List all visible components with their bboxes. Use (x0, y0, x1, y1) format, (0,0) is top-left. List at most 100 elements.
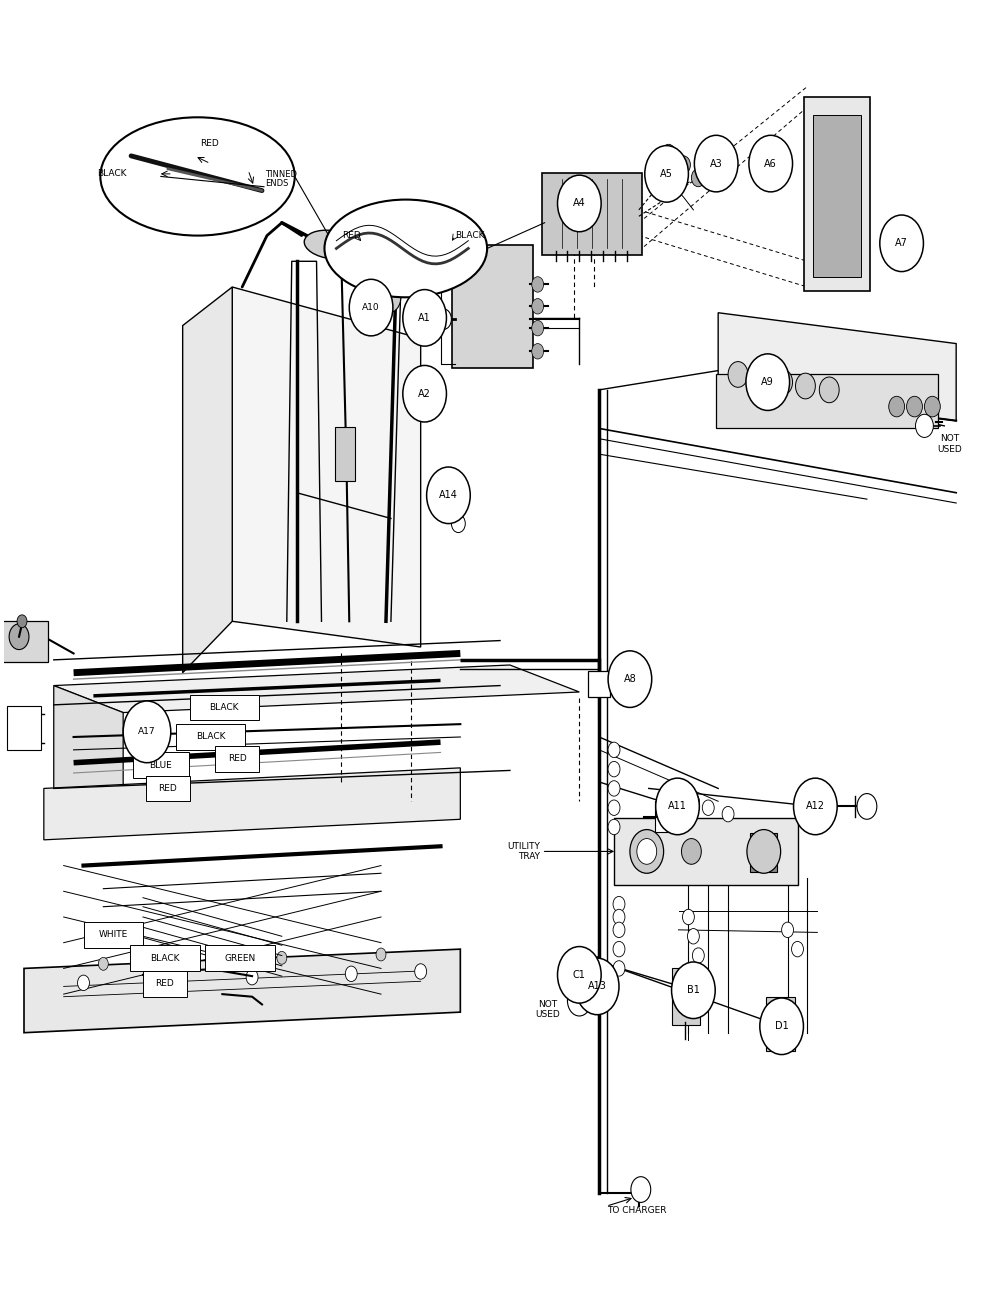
Text: BLACK: BLACK (150, 954, 180, 963)
Circle shape (792, 942, 803, 956)
Text: C1: C1 (573, 969, 586, 980)
Circle shape (662, 145, 676, 162)
Circle shape (147, 973, 159, 989)
Circle shape (345, 967, 357, 982)
Circle shape (749, 136, 793, 192)
Text: A2: A2 (418, 388, 431, 399)
Text: D1: D1 (775, 1021, 789, 1031)
Circle shape (746, 353, 790, 410)
Text: A17: A17 (138, 727, 156, 736)
Circle shape (436, 309, 451, 330)
Circle shape (277, 951, 287, 964)
FancyBboxPatch shape (452, 245, 533, 367)
Text: A5: A5 (660, 170, 673, 179)
Circle shape (613, 897, 625, 912)
FancyBboxPatch shape (750, 833, 777, 872)
Circle shape (532, 299, 544, 314)
FancyBboxPatch shape (804, 97, 870, 291)
Circle shape (889, 396, 905, 417)
Circle shape (376, 949, 386, 961)
Circle shape (613, 960, 625, 976)
Circle shape (9, 624, 29, 650)
Text: A10: A10 (362, 303, 380, 312)
FancyBboxPatch shape (176, 725, 245, 749)
Text: RED: RED (155, 980, 174, 989)
Circle shape (796, 373, 815, 399)
Circle shape (608, 651, 652, 708)
Circle shape (750, 365, 770, 391)
Text: BLACK: BLACK (196, 732, 225, 741)
FancyBboxPatch shape (190, 695, 259, 721)
Circle shape (722, 806, 734, 822)
FancyBboxPatch shape (588, 672, 610, 697)
Circle shape (631, 1176, 651, 1202)
Text: B1: B1 (687, 985, 700, 995)
Circle shape (613, 942, 625, 956)
FancyBboxPatch shape (146, 775, 190, 801)
Circle shape (672, 961, 715, 1018)
Circle shape (377, 282, 401, 313)
Text: A14: A14 (439, 490, 458, 501)
Text: RED: RED (158, 784, 177, 793)
Ellipse shape (100, 118, 295, 236)
Circle shape (747, 829, 781, 873)
Text: A11: A11 (668, 801, 687, 811)
Polygon shape (54, 686, 123, 814)
Text: A6: A6 (764, 159, 777, 168)
Text: BLACK: BLACK (97, 170, 126, 179)
Text: TO CHARGER: TO CHARGER (607, 1206, 667, 1215)
Text: BLUE: BLUE (149, 761, 172, 770)
FancyBboxPatch shape (542, 172, 642, 255)
Circle shape (782, 923, 794, 938)
Circle shape (760, 998, 803, 1055)
Circle shape (613, 923, 625, 938)
Circle shape (427, 467, 470, 524)
Polygon shape (54, 665, 579, 713)
Circle shape (677, 155, 690, 173)
Circle shape (907, 396, 922, 417)
Circle shape (558, 946, 601, 1003)
Circle shape (608, 819, 620, 835)
Polygon shape (183, 287, 232, 673)
Polygon shape (232, 287, 421, 647)
Circle shape (656, 778, 699, 835)
Circle shape (532, 344, 544, 358)
Text: A4: A4 (573, 198, 586, 208)
Ellipse shape (304, 230, 359, 259)
Text: A1: A1 (418, 313, 431, 324)
FancyBboxPatch shape (672, 968, 700, 1025)
Text: RED: RED (228, 754, 247, 763)
Circle shape (403, 290, 446, 347)
Polygon shape (44, 767, 460, 840)
Text: A3: A3 (710, 159, 723, 168)
Circle shape (415, 964, 427, 980)
Circle shape (819, 377, 839, 402)
Circle shape (17, 615, 27, 628)
Text: UTILITY
TRAY: UTILITY TRAY (507, 841, 540, 861)
FancyBboxPatch shape (205, 946, 275, 970)
Circle shape (78, 976, 89, 990)
Circle shape (687, 929, 699, 945)
Text: TINNED
ENDS: TINNED ENDS (265, 170, 297, 189)
Circle shape (608, 800, 620, 815)
FancyBboxPatch shape (335, 427, 355, 481)
Circle shape (637, 839, 657, 864)
Text: A9: A9 (761, 377, 774, 387)
Circle shape (728, 361, 748, 387)
Circle shape (857, 793, 877, 819)
Ellipse shape (324, 199, 487, 298)
FancyBboxPatch shape (7, 707, 41, 749)
Text: WHITE: WHITE (99, 930, 128, 939)
Circle shape (924, 396, 940, 417)
Circle shape (349, 280, 393, 336)
Text: NOT
USED: NOT USED (937, 435, 962, 454)
Circle shape (702, 800, 714, 815)
Circle shape (532, 321, 544, 336)
Circle shape (692, 947, 704, 963)
Circle shape (123, 701, 171, 762)
FancyBboxPatch shape (130, 946, 200, 970)
FancyBboxPatch shape (766, 996, 795, 1051)
FancyBboxPatch shape (215, 747, 259, 771)
Circle shape (608, 780, 620, 796)
Circle shape (403, 365, 446, 422)
